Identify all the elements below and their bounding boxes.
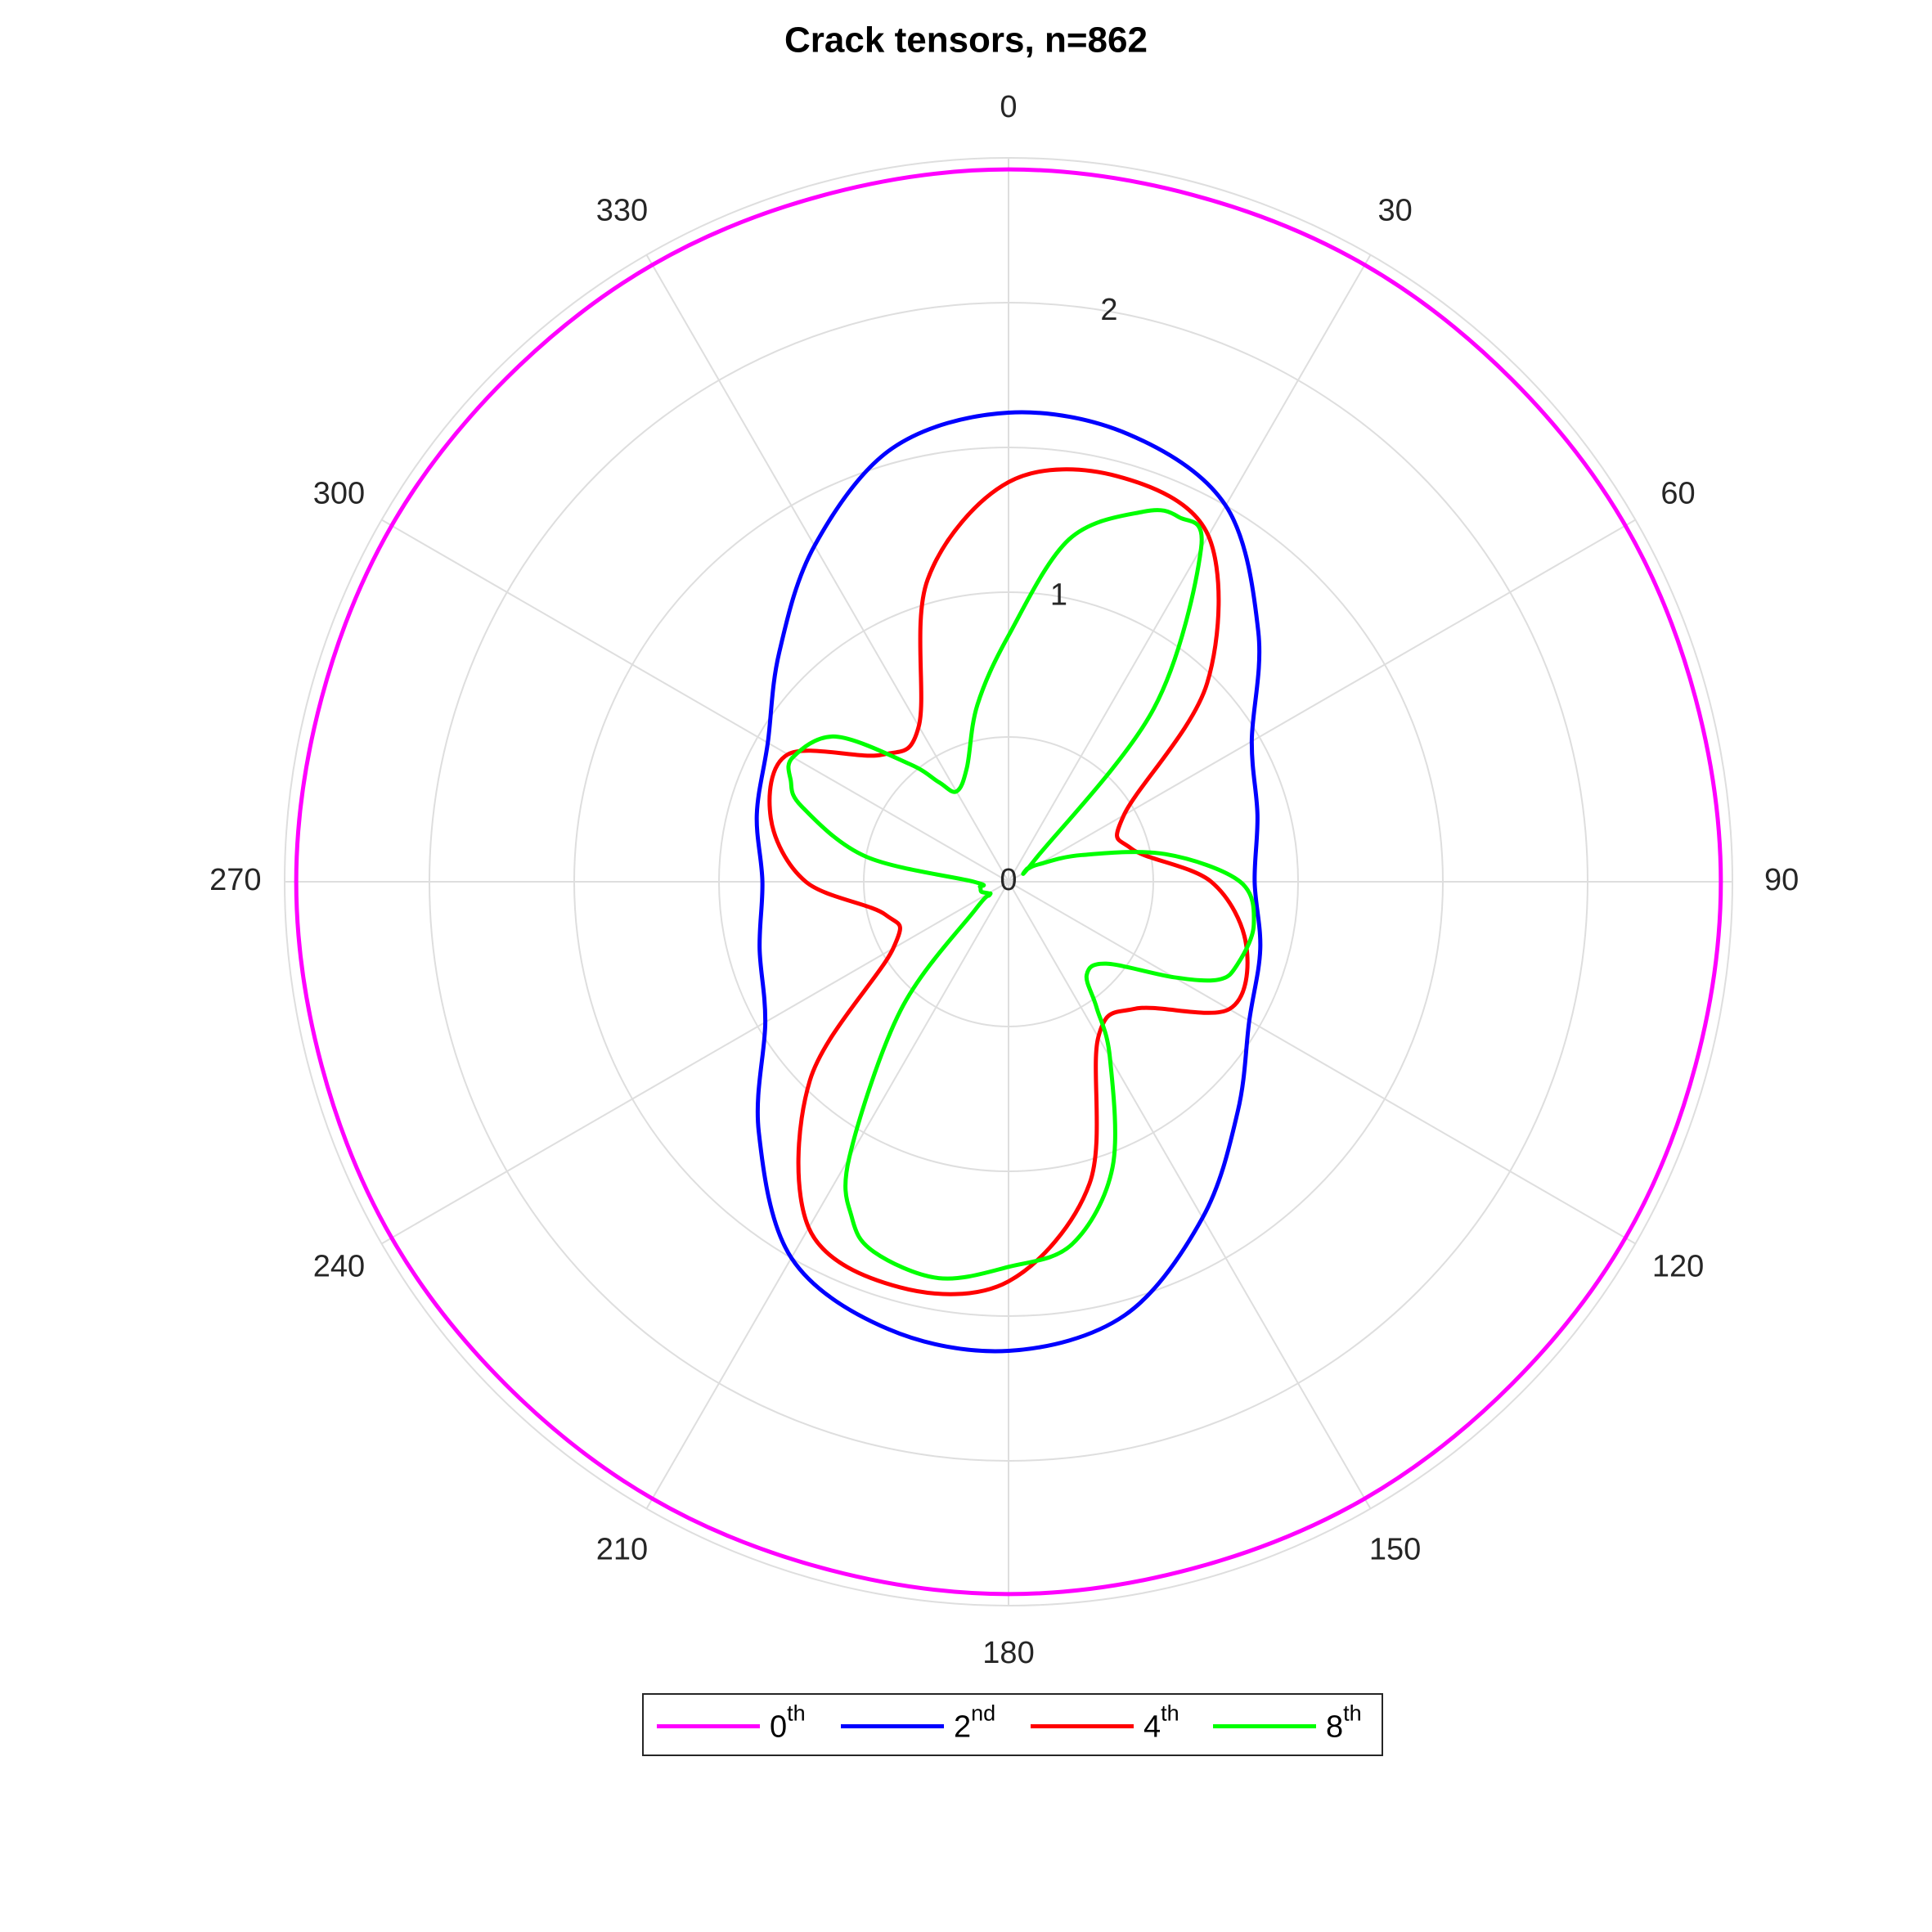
theta-tick-label: 240 — [313, 1250, 365, 1284]
theta-tick-label: 210 — [596, 1533, 648, 1567]
series-line-0th — [294, 167, 1723, 1597]
theta-tick-label: 90 — [1764, 863, 1799, 897]
series-layer — [294, 167, 1723, 1597]
legend-label-sup: th — [787, 1701, 806, 1726]
grid-spoke — [1008, 881, 1636, 1245]
r-tick-label: 0 — [1000, 863, 1017, 897]
series-line-8th — [786, 508, 1256, 1281]
theta-tick-label: 0 — [1000, 90, 1017, 124]
series-line-2nd — [754, 410, 1263, 1354]
theta-tick-label: 60 — [1660, 476, 1695, 510]
legend: 0th 2nd 4th 8th — [642, 1693, 1383, 1756]
legend-label-sup: th — [1161, 1701, 1179, 1726]
legend-label-sup: th — [1343, 1701, 1362, 1726]
theta-tick-label: 330 — [596, 193, 648, 227]
grid-spoke — [1008, 881, 1372, 1509]
grid-spoke — [645, 881, 1009, 1509]
theta-tick-label: 150 — [1369, 1533, 1421, 1567]
grid-spoke — [381, 519, 1009, 883]
theta-tick-label: 30 — [1377, 193, 1412, 227]
polar-grid — [284, 157, 1733, 1606]
chart-title: Crack tensors, n=862 — [784, 20, 1148, 61]
grid-spoke — [645, 254, 1009, 883]
legend-label-sup: nd — [971, 1701, 995, 1726]
theta-tick-label: 300 — [313, 476, 365, 510]
theta-tick-label: 120 — [1652, 1250, 1704, 1284]
r-tick-label: 1 — [1050, 577, 1067, 612]
grid-spoke — [1008, 519, 1636, 883]
r-tick-label: 2 — [1100, 293, 1117, 327]
series-line-4th — [767, 467, 1250, 1296]
theta-tick-label: 180 — [982, 1636, 1034, 1670]
tick-labels: 0 30 60 90 120 150 180 210 240 270 300 330 0 1 2 — [209, 90, 1799, 1670]
grid-spoke — [1008, 254, 1372, 883]
theta-tick-label: 270 — [209, 863, 261, 897]
grid-spoke — [381, 881, 1009, 1245]
